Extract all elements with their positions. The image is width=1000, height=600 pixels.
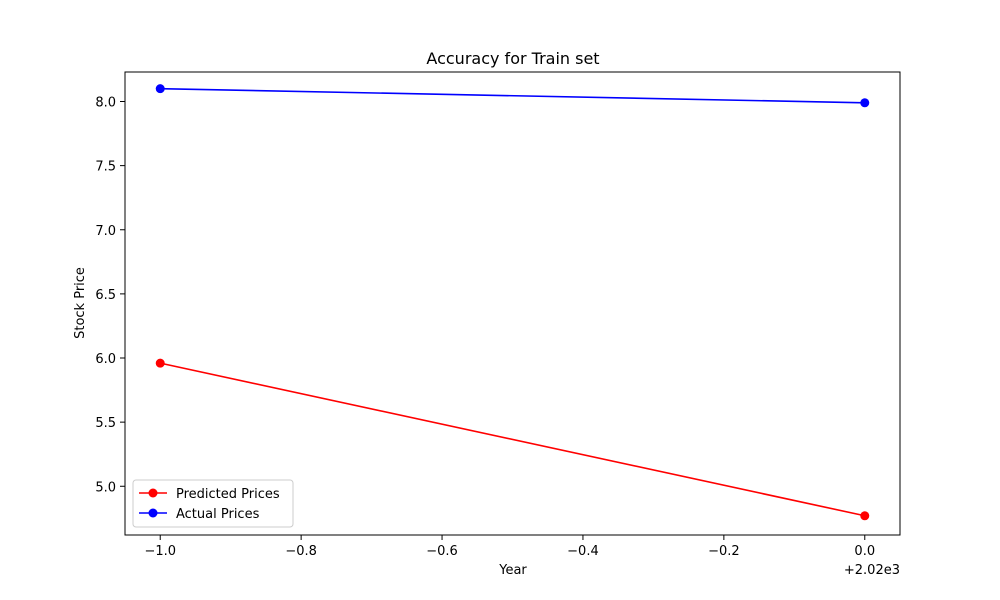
x-tick-label: 0.0	[854, 544, 875, 559]
series-line-0	[160, 362, 865, 517]
axis-ticks: −1.0 −0.8 −0.6 −0.4 −0.2 0.0 5.0 5.5 6.0 6.5 7.0 7.…	[95, 95, 875, 559]
data-point-0-0	[155, 358, 165, 368]
y-tick-label: 6.0	[95, 352, 116, 367]
y-tick-label: 8.0	[95, 95, 116, 110]
legend-box	[132, 479, 294, 528]
data-point-1-1	[860, 98, 870, 108]
y-axis-label: Stock Price	[73, 267, 88, 339]
x-tick-label: −1.0	[144, 544, 176, 559]
y-tick-label: 5.0	[95, 480, 116, 495]
x-axis-offset-label: +2.02e3	[844, 563, 900, 578]
y-tick-label: 5.5	[95, 416, 116, 431]
data-point-0-1	[860, 511, 870, 521]
y-tick-label: 7.5	[95, 160, 116, 175]
x-tick-label: −0.6	[426, 544, 458, 559]
legend-marker	[148, 488, 158, 498]
series-group	[155, 84, 870, 521]
y-tick-label: 7.0	[95, 224, 116, 239]
legend-marker	[148, 508, 158, 518]
y-tick-label: 6.5	[95, 288, 116, 303]
x-tick-label: −0.4	[567, 544, 599, 559]
legend-label: Predicted Prices	[176, 487, 280, 502]
x-axis-label: Year	[498, 563, 527, 578]
chart-title: Accuracy for Train set	[426, 49, 599, 68]
legend: Predicted Prices Actual Prices	[132, 479, 294, 528]
plot-frame	[124, 71, 901, 536]
data-point-1-0	[155, 84, 165, 94]
legend-label: Actual Prices	[176, 507, 260, 522]
series-line-1	[160, 87, 865, 104]
x-tick-label: −0.8	[285, 544, 317, 559]
x-tick-label: −0.2	[708, 544, 740, 559]
